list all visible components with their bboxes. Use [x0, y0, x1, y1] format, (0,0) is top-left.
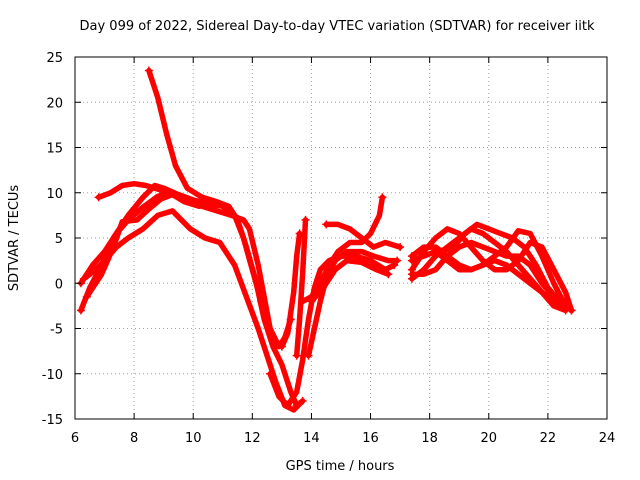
x-tick-label: 22 — [540, 431, 557, 446]
y-tick-label: 20 — [46, 96, 63, 111]
x-tick-label: 16 — [362, 431, 379, 446]
series-track-p — [409, 239, 569, 309]
plus-marker — [277, 342, 286, 351]
plus-marker — [393, 256, 402, 265]
plus-marker — [298, 396, 307, 405]
series-track-k — [308, 257, 392, 305]
x-tick-label: 8 — [130, 431, 138, 446]
y-tick-label: 25 — [46, 51, 63, 66]
x-tick-label: 20 — [481, 431, 498, 446]
y-tick-label: 10 — [46, 187, 63, 202]
series-track-n — [409, 226, 575, 314]
y-tick-label: 15 — [46, 142, 63, 157]
grid-lines — [75, 57, 607, 419]
series-track-g — [267, 253, 397, 409]
plus-marker — [301, 215, 310, 224]
series-track-m — [279, 230, 303, 350]
plus-marker — [266, 369, 275, 378]
x-tick-label: 12 — [244, 431, 261, 446]
plus-marker — [82, 292, 91, 301]
x-tick-label: 6 — [71, 431, 79, 446]
series-track-h — [305, 248, 400, 359]
y-axis-label: SDTVAR / TECUs — [7, 185, 22, 292]
plus-marker — [218, 202, 227, 211]
x-tick-label: 10 — [185, 431, 202, 446]
series-track-c — [84, 191, 294, 350]
plus-marker — [304, 351, 313, 360]
chart-title: Day 099 of 2022, Sidereal Day-to-day VTE… — [80, 19, 595, 34]
plus-marker — [407, 274, 416, 283]
plus-marker — [307, 297, 316, 306]
plus-marker — [76, 306, 85, 315]
y-tick-label: -15 — [42, 413, 63, 428]
plus-marker — [567, 306, 576, 315]
plus-marker — [396, 243, 405, 252]
x-tick-label: 18 — [421, 431, 438, 446]
y-tick-label: 5 — [55, 232, 63, 247]
plus-marker — [437, 247, 446, 256]
plus-marker — [322, 220, 331, 229]
plus-marker — [165, 188, 174, 197]
plus-marker — [384, 270, 393, 279]
series-track-i — [299, 194, 386, 305]
plus-marker — [407, 256, 416, 265]
axis-ticks: 6 8 10 12 14 16 18 20 22 24 -15 -10 -5 0 5 10 15 20 25 — [42, 51, 616, 446]
plus-marker — [292, 351, 301, 360]
series-track-d — [78, 190, 226, 287]
plot-area — [76, 66, 576, 413]
x-axis-label: GPS time / hours — [286, 459, 395, 474]
y-tick-label: -10 — [42, 368, 63, 383]
y-tick-label: 0 — [55, 277, 63, 292]
plus-marker — [79, 274, 88, 283]
series-track-s — [438, 221, 575, 314]
x-tick-label: 24 — [599, 431, 616, 446]
plus-marker — [94, 193, 103, 202]
plus-marker — [295, 229, 304, 238]
y-tick-label: -5 — [50, 323, 63, 338]
series-track-j — [323, 221, 403, 250]
series-track-f — [95, 180, 173, 201]
plus-marker — [378, 193, 387, 202]
plus-marker — [144, 66, 153, 75]
x-tick-label: 14 — [303, 431, 320, 446]
series-track-l — [293, 217, 309, 359]
series-track-r — [409, 248, 569, 314]
